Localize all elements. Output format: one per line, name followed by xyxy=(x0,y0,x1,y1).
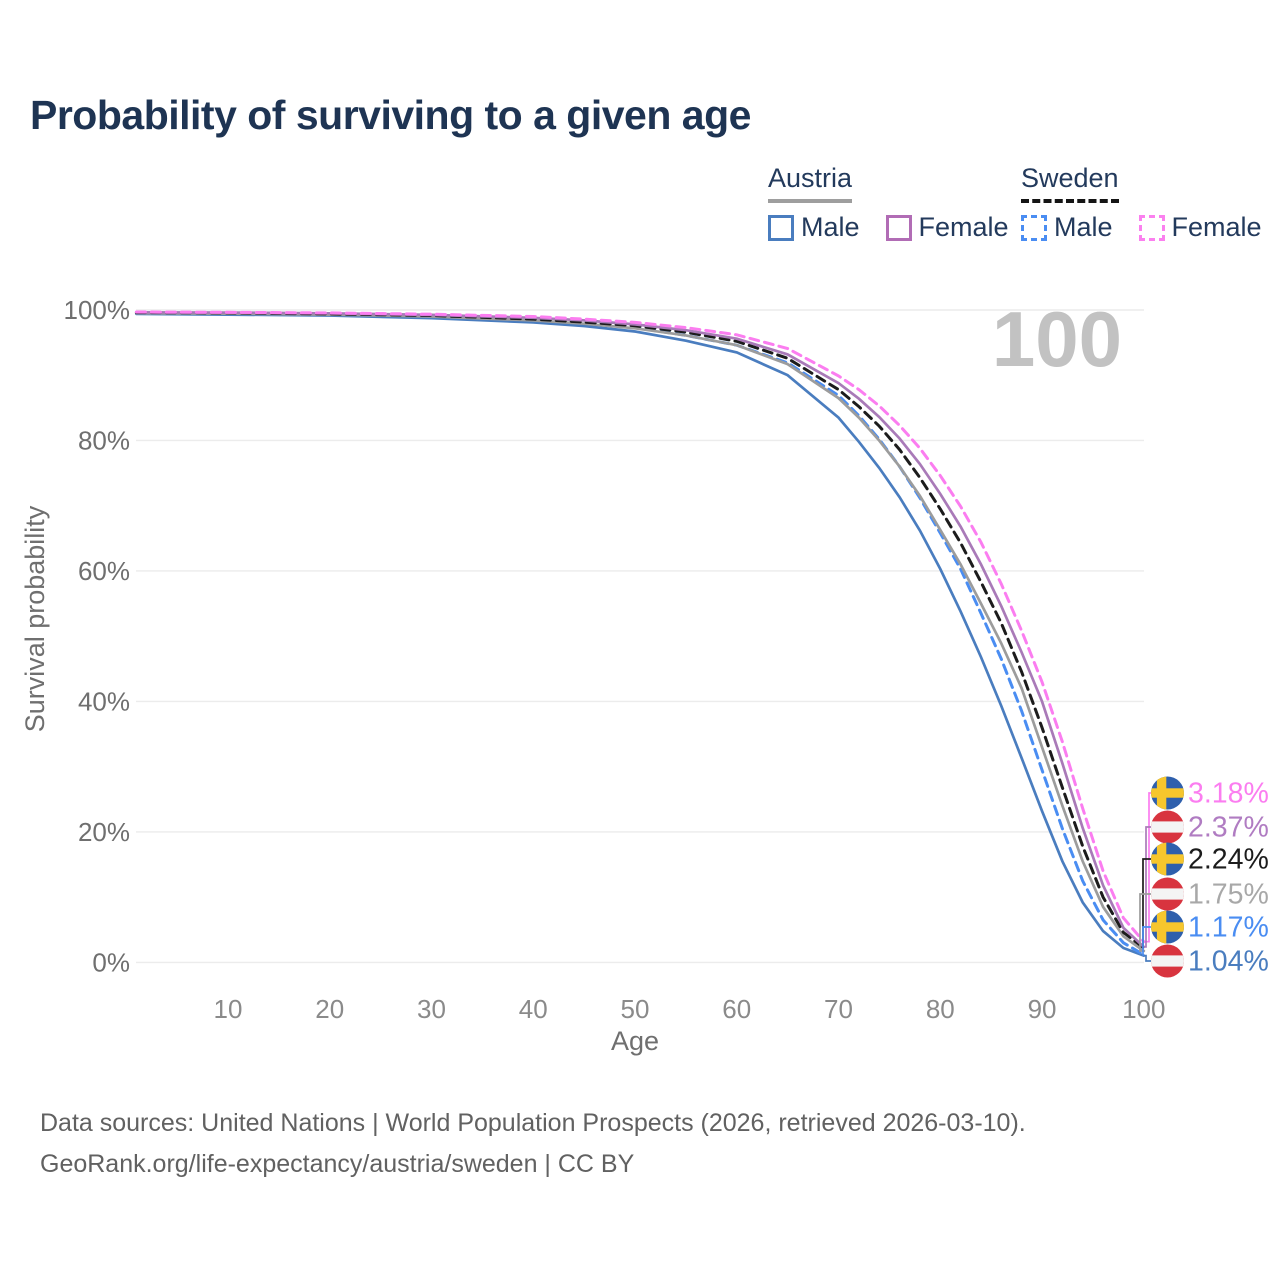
end-label-austria-total: 1.75% xyxy=(1188,879,1269,911)
y-tick-label: 40% xyxy=(78,686,130,716)
x-axis-title: Age xyxy=(611,1026,659,1056)
data-sources-line: Data sources: United Nations | World Pop… xyxy=(40,1109,1026,1137)
legend-item-sweden-female[interactable]: Female xyxy=(1138,212,1280,243)
leader-line-austria-female xyxy=(1144,826,1151,948)
x-tick-label: 10 xyxy=(213,994,242,1024)
legend-label: Female xyxy=(1171,212,1262,242)
series-line-sweden-male xyxy=(134,311,1146,957)
austria-flag-icon xyxy=(1151,877,1184,911)
y-tick-label: 100% xyxy=(64,295,131,325)
series-line-austria-male xyxy=(135,312,1146,957)
y-axis-title: Survival probability xyxy=(20,505,50,732)
series-line-austria-female xyxy=(135,310,1146,949)
x-tick-label: 30 xyxy=(417,994,446,1024)
series-line-sweden-female xyxy=(134,310,1146,944)
legend-label: Male xyxy=(1054,212,1113,242)
leader-line-sweden-male xyxy=(1142,926,1151,956)
sweden-flag-icon xyxy=(1151,842,1184,876)
sweden-male-swatch-icon xyxy=(1021,214,1047,241)
x-tick-label: 40 xyxy=(519,994,548,1024)
legend-country-sweden[interactable]: Sweden xyxy=(1021,163,1119,203)
series-line-sweden-total xyxy=(134,311,1146,950)
end-label-sweden-male: 1.17% xyxy=(1188,912,1269,944)
x-tick-label: 90 xyxy=(1028,994,1057,1024)
end-label-sweden-total: 2.24% xyxy=(1188,844,1269,876)
austria-flag-icon xyxy=(1151,810,1184,844)
x-tick-label: 50 xyxy=(621,994,650,1024)
series-line-austria-total xyxy=(135,311,1146,953)
leader-line-sweden-female xyxy=(1144,792,1151,943)
page-title: Probability of surviving to a given age xyxy=(30,92,751,138)
leader-line-austria-male xyxy=(1144,954,1151,962)
end-label-sweden-female: 3.18% xyxy=(1188,778,1269,810)
sweden-flag-icon xyxy=(1151,910,1184,944)
legend-country-austria[interactable]: Austria xyxy=(768,163,853,203)
sweden-flag-icon xyxy=(1151,776,1184,810)
legend-item-austria-male[interactable]: Male xyxy=(768,212,886,243)
legend-row-sweden: Male Female xyxy=(1021,212,1280,243)
y-tick-label: 20% xyxy=(78,817,130,847)
watermark-100: 100 xyxy=(992,295,1122,383)
austria-female-swatch-icon xyxy=(885,214,912,241)
x-tick-label: 60 xyxy=(722,994,751,1024)
footer: Data sources: United Nations | World Pop… xyxy=(40,1103,1026,1185)
austria-male-swatch-icon xyxy=(768,214,794,241)
x-tick-label: 70 xyxy=(824,994,853,1024)
survival-probability-chart: 0% 20% 40% 60% 80% 100% 100 10 20 30 40 50 60 70 80 90 1… xyxy=(20,295,1269,1056)
attribution-line: GeoRank.org/life-expectancy/austria/swed… xyxy=(40,1150,635,1178)
x-tick-label: 20 xyxy=(315,994,344,1024)
y-tick-label: 0% xyxy=(92,947,130,977)
legend-item-austria-female[interactable]: Female xyxy=(885,212,1035,243)
legend-label: Male xyxy=(801,212,860,242)
legend-group-austria: Austria Male Female xyxy=(768,163,1035,243)
legend: Austria Male Female Sweden Male xyxy=(0,163,1280,243)
austria-flag-icon xyxy=(1151,944,1184,978)
x-tick-label: 100 xyxy=(1122,994,1165,1024)
legend-item-sweden-male[interactable]: Male xyxy=(1021,212,1139,243)
legend-group-sweden: Sweden Male Female xyxy=(1021,163,1280,243)
sweden-female-swatch-icon xyxy=(1138,214,1165,241)
y-tick-label: 80% xyxy=(78,425,130,455)
end-label-austria-female: 2.37% xyxy=(1188,812,1269,844)
end-label-austria-male: 1.04% xyxy=(1188,946,1269,978)
legend-label: Female xyxy=(918,212,1009,242)
legend-row-austria: Male Female xyxy=(768,212,1035,243)
y-tick-label: 60% xyxy=(78,556,130,586)
x-tick-label: 80 xyxy=(926,994,955,1024)
leader-line-austria-total xyxy=(1139,893,1151,952)
